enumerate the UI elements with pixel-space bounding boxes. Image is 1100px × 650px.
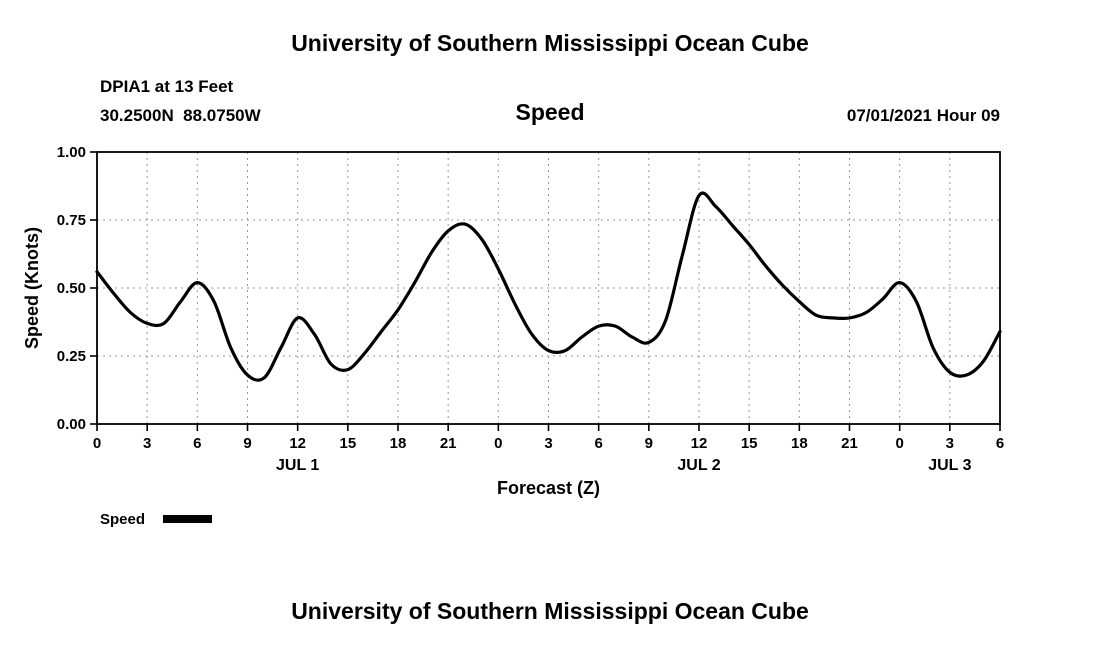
x-tick-label: 15 xyxy=(741,435,758,452)
x-tick-label: 0 xyxy=(93,435,101,452)
x-tick-label: 18 xyxy=(390,435,407,452)
x-tick-label: 9 xyxy=(243,435,251,452)
station-label: DPIA1 at 13 Feet xyxy=(100,77,234,96)
day-label: JUL 2 xyxy=(677,457,720,474)
page-title-bottom: University of Southern Mississippi Ocean… xyxy=(291,598,809,624)
x-tick-label: 3 xyxy=(544,435,552,452)
speed-series-line xyxy=(95,191,1002,382)
y-axis-label: Speed (Knots) xyxy=(22,227,42,349)
x-tick-label: 0 xyxy=(895,435,903,452)
x-tick-label: 21 xyxy=(440,435,457,452)
x-tick-label: 6 xyxy=(193,435,201,452)
datetime-label: 07/01/2021 Hour 09 xyxy=(846,106,1000,125)
coordinates-label: 30.2500N 88.0750W xyxy=(100,106,261,125)
x-tick-label: 21 xyxy=(841,435,858,452)
x-tick-label: 9 xyxy=(645,435,653,452)
legend-label: Speed xyxy=(100,511,145,528)
day-label: JUL 3 xyxy=(928,457,971,474)
y-tick-label: 0.75 xyxy=(57,212,86,229)
y-tick-label: 1.00 xyxy=(57,144,86,161)
x-tick-label: 12 xyxy=(289,435,306,452)
x-tick-label: 3 xyxy=(143,435,151,452)
y-tick-label: 0.50 xyxy=(57,280,86,297)
chart-title: Speed xyxy=(515,99,585,125)
x-tick-label: 18 xyxy=(791,435,808,452)
x-tick-label: 12 xyxy=(691,435,708,452)
y-tick-label: 0.25 xyxy=(57,348,86,365)
x-tick-label: 6 xyxy=(996,435,1004,452)
x-axis-label: Forecast (Z) xyxy=(497,478,600,498)
x-tick-label: 15 xyxy=(339,435,356,452)
x-tick-label: 0 xyxy=(494,435,502,452)
x-tick-label: 6 xyxy=(594,435,602,452)
y-tick-label: 0.00 xyxy=(57,416,86,433)
day-label: JUL 1 xyxy=(276,457,319,474)
x-tick-label: 3 xyxy=(946,435,954,452)
page-title-top: University of Southern Mississippi Ocean… xyxy=(291,30,809,56)
